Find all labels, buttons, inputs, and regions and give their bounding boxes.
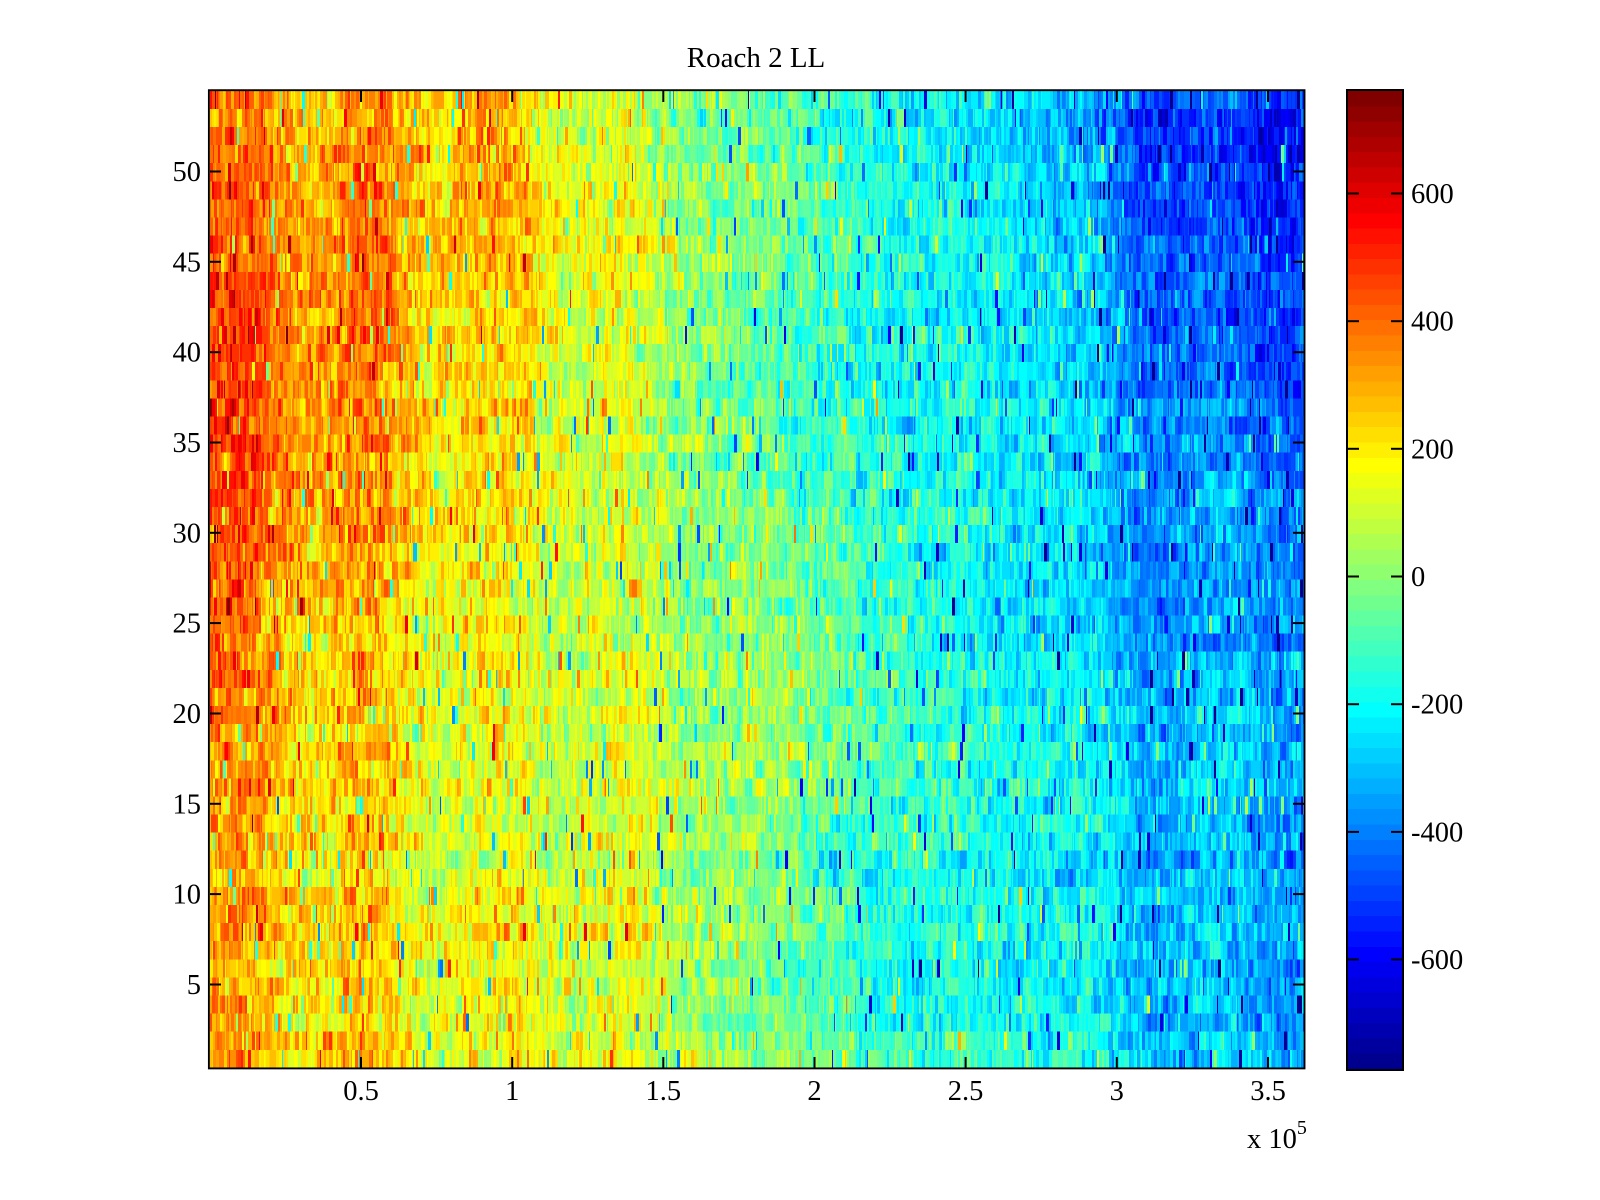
svg-text:10: 10 [173,880,202,911]
svg-text:50: 50 [173,157,202,188]
svg-text:45: 45 [173,247,202,278]
svg-text:Roach 2 LL: Roach 2 LL [687,42,826,74]
svg-text:0.5: 0.5 [343,1076,379,1107]
svg-text:35: 35 [173,428,202,459]
svg-text:3: 3 [1110,1076,1124,1107]
svg-text:1.5: 1.5 [645,1076,681,1107]
svg-text:30: 30 [173,518,202,549]
svg-text:2: 2 [807,1076,821,1107]
svg-text:5: 5 [187,970,201,1001]
svg-text:1: 1 [505,1076,519,1107]
svg-text:400: 400 [1411,307,1454,338]
svg-text:40: 40 [173,338,202,369]
svg-text:25: 25 [173,609,202,640]
svg-text:2.5: 2.5 [948,1076,984,1107]
svg-text:15: 15 [173,789,202,820]
svg-text:0: 0 [1411,562,1425,593]
svg-text:20: 20 [173,699,202,730]
svg-text:-200: -200 [1411,690,1463,721]
svg-text:3.5: 3.5 [1250,1076,1286,1107]
svg-text:-600: -600 [1411,945,1463,976]
svg-text:-400: -400 [1411,817,1463,848]
svg-text:600: 600 [1411,179,1454,210]
svg-text:200: 200 [1411,434,1454,465]
